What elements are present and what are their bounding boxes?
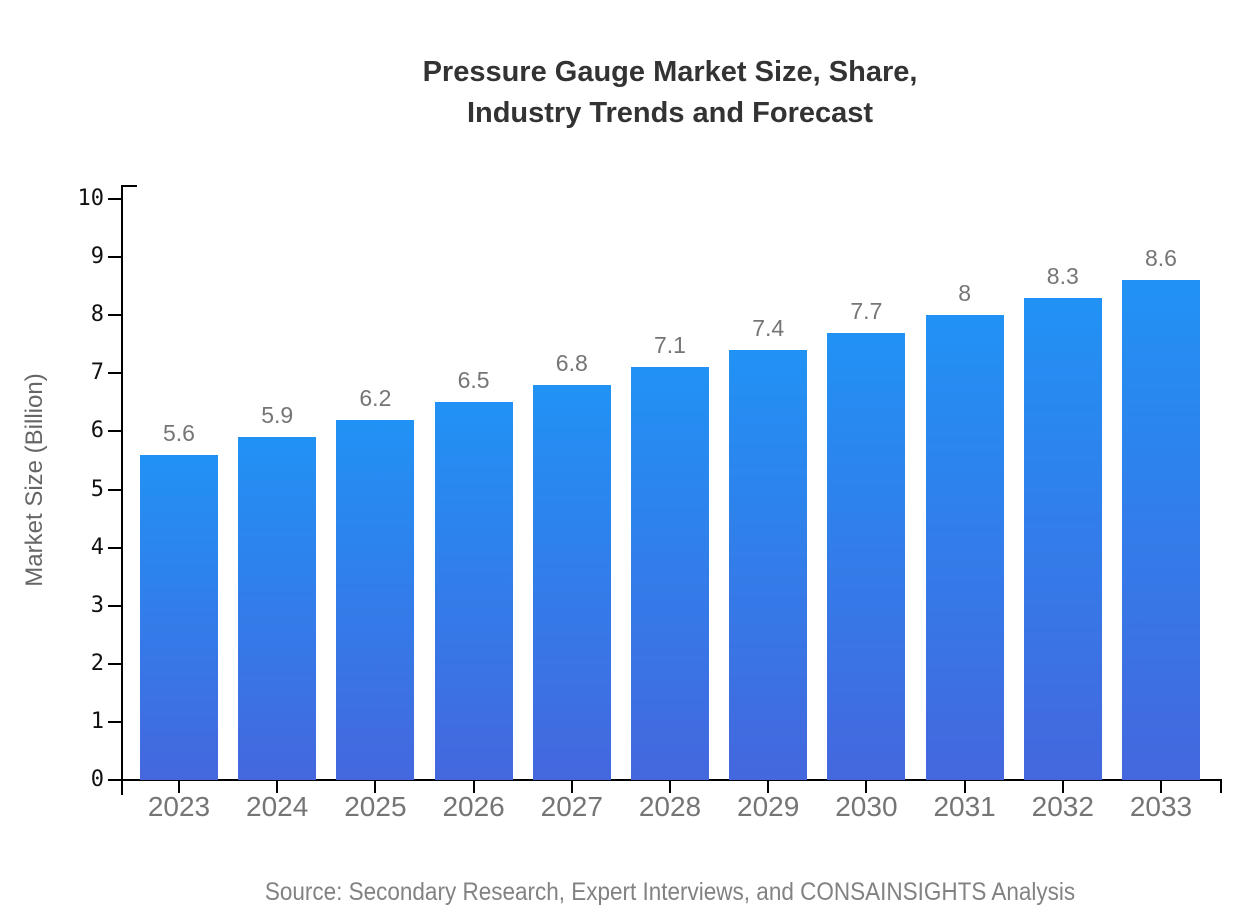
x-tick-label: 2025 <box>344 791 407 822</box>
y-tick-label: 9 <box>90 244 104 270</box>
y-tick-mark <box>108 430 121 433</box>
x-tick-mark <box>374 780 377 793</box>
x-tick-mark <box>472 780 475 793</box>
bar-value-label: 6.5 <box>457 367 490 394</box>
bar-value-label: 8.6 <box>1145 245 1177 272</box>
x-tick-mark <box>1160 780 1162 793</box>
bar <box>1122 280 1200 780</box>
y-tick-mark <box>108 488 121 491</box>
y-tick-label: 1 <box>90 708 104 734</box>
y-tick-mark <box>108 198 121 200</box>
bar-value-label: 8 <box>958 280 971 307</box>
bar-value-label: 7.1 <box>654 332 686 359</box>
y-tick-mark <box>108 662 121 665</box>
x-tick-mark <box>669 780 671 793</box>
y-tick-label: 0 <box>90 767 104 792</box>
x-tick-mark <box>1061 780 1064 793</box>
bar-value-label: 5.6 <box>163 419 195 446</box>
y-tick-label: 2 <box>90 650 104 676</box>
y-tick-label: 6 <box>90 418 104 444</box>
x-tick-label: 2027 <box>540 791 603 822</box>
bar <box>238 437 317 780</box>
y-tick-mark <box>108 372 121 375</box>
bar-value-label: 5.9 <box>261 402 294 429</box>
x-tick-label: 2023 <box>147 791 211 822</box>
y-tick-label: 5 <box>90 476 104 502</box>
x-tick-mark <box>276 780 279 793</box>
bar <box>434 402 513 780</box>
x-tick-mark <box>767 780 770 793</box>
y-tick-mark <box>108 779 121 781</box>
bar-value-label: 6.2 <box>359 384 392 411</box>
bar <box>631 367 709 780</box>
x-tick-mark <box>178 780 180 793</box>
chart-title: Pressure Gauge Market Size, Share, Indus… <box>90 52 1250 134</box>
y-tick-label: 7 <box>90 360 104 386</box>
bar-value-label: 8.3 <box>1046 262 1079 289</box>
bar <box>336 419 415 780</box>
bar <box>1023 297 1102 780</box>
x-tick-label: 2026 <box>442 791 505 822</box>
x-tick-mark <box>963 780 966 793</box>
bar <box>140 454 218 780</box>
x-axis-spine <box>121 779 1222 781</box>
y-tick-label: 10 <box>77 186 105 211</box>
y-axis-spine <box>121 185 123 795</box>
y-tick-mark <box>108 720 121 723</box>
bar <box>532 384 611 780</box>
x-tick-label: 2029 <box>737 791 800 822</box>
y-tick-mark <box>108 546 121 549</box>
chart-title-line2: Industry Trends and Forecast <box>466 97 874 129</box>
y-tick-label: 3 <box>90 592 104 618</box>
x-tick-label: 2028 <box>638 791 702 822</box>
x-axis-right-cap <box>1220 779 1222 793</box>
x-tick-label: 2030 <box>835 791 898 822</box>
x-tick-mark <box>570 780 573 793</box>
x-tick-label: 2031 <box>933 791 996 822</box>
x-tick-label: 2033 <box>1129 791 1193 822</box>
x-tick-label: 2032 <box>1031 791 1094 822</box>
x-tick-mark <box>865 780 868 793</box>
y-tick-mark <box>108 604 121 607</box>
y-axis-top-cap <box>121 185 137 187</box>
y-tick-label: 4 <box>90 534 104 560</box>
bar <box>729 350 808 780</box>
y-tick-mark <box>108 256 121 259</box>
bar-value-label: 7.7 <box>850 297 883 324</box>
x-tick-label: 2024 <box>246 791 309 822</box>
source-note: Source: Secondary Research, Expert Inter… <box>264 878 1076 906</box>
bar <box>925 315 1004 780</box>
bar-value-label: 6.8 <box>555 349 588 376</box>
bar-value-label: 7.4 <box>752 315 785 342</box>
y-tick-label: 8 <box>90 302 104 328</box>
y-tick-mark <box>108 314 121 317</box>
bar <box>827 332 906 780</box>
chart-title-line1: Pressure Gauge Market Size, Share, <box>422 56 918 88</box>
